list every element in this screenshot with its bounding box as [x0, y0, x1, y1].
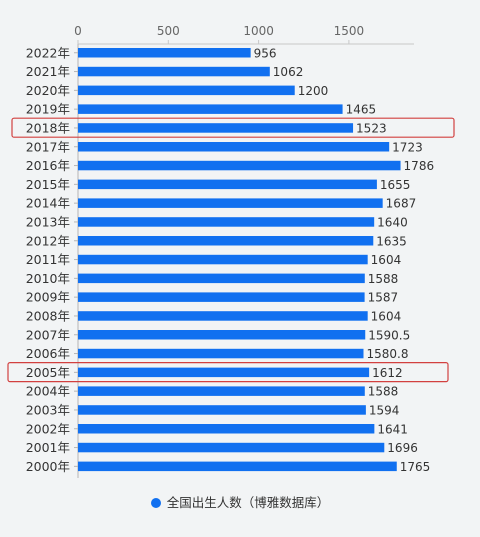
- bar: [78, 367, 370, 378]
- x-tick-label: 0: [74, 24, 82, 38]
- bar-value-label: 1786: [404, 159, 435, 173]
- bar-value-label: 1580.8: [366, 347, 408, 361]
- category-label: 2017年: [26, 139, 70, 154]
- category-label: 2007年: [26, 327, 70, 342]
- bar: [78, 48, 251, 58]
- bar: [78, 273, 365, 284]
- bar-value-label: 1655: [380, 178, 411, 192]
- bar: [78, 85, 295, 96]
- category-label: 2020年: [26, 83, 70, 98]
- category-label: 2021年: [26, 64, 70, 79]
- category-label: 2006年: [26, 346, 70, 361]
- bar-value-label: 1604: [371, 309, 402, 323]
- x-tick-label: 1500: [334, 24, 365, 38]
- bar: [78, 198, 383, 208]
- category-label: 2013年: [26, 214, 70, 229]
- bar: [78, 123, 354, 133]
- highlight-box: [11, 117, 455, 138]
- bar-value-label: 1523: [356, 121, 387, 135]
- category-label: 2009年: [26, 290, 70, 305]
- bar-value-label: 1635: [376, 234, 407, 248]
- bar: [78, 386, 365, 396]
- category-label: 2022年: [26, 45, 70, 60]
- bar: [78, 66, 270, 77]
- bar-value-label: 1588: [368, 385, 399, 399]
- bar-value-label: 1200: [298, 84, 329, 98]
- category-label: 2004年: [26, 384, 70, 399]
- bar: [78, 330, 366, 340]
- category-label: 2015年: [26, 177, 70, 192]
- bar-value-label: 1687: [386, 197, 417, 211]
- category-label: 2005年: [26, 365, 70, 380]
- bar-value-label: 956: [254, 46, 277, 60]
- bar: [78, 142, 390, 152]
- bar: [78, 254, 368, 265]
- x-tick-label: 500: [157, 24, 180, 38]
- bar-value-label: 1594: [369, 403, 400, 417]
- bar-value-label: 1588: [368, 272, 399, 286]
- highlight-box: [7, 362, 449, 383]
- category-label: 2000年: [26, 459, 70, 474]
- category-label: 2001年: [26, 440, 70, 455]
- category-label: 2018年: [26, 120, 70, 135]
- bar-value-label: 1641: [377, 422, 408, 436]
- bar-value-label: 1587: [368, 291, 399, 305]
- legend-label: 全国出生人数（博雅数据库）: [166, 495, 330, 510]
- category-label: 2014年: [26, 196, 70, 211]
- legend[interactable]: 全国出生人数（博雅数据库）: [0, 492, 480, 511]
- bar-value-label: 1765: [400, 460, 431, 474]
- category-label: 2008年: [26, 308, 70, 323]
- bar-value-label: 1062: [273, 65, 304, 79]
- legend-marker: [150, 498, 161, 508]
- bar-value-label: 1604: [371, 253, 402, 267]
- bar: [78, 311, 368, 321]
- category-label: 2019年: [26, 102, 70, 117]
- bar-value-label: 1590.5: [368, 328, 410, 342]
- bar-value-label: 1696: [387, 441, 418, 455]
- category-label: 2012年: [26, 233, 70, 248]
- category-label: 2002年: [26, 421, 70, 436]
- bar-value-label: 1640: [377, 215, 408, 229]
- bar-value-label: 1612: [372, 366, 403, 380]
- bar: [78, 405, 366, 415]
- x-tick-label: 1000: [243, 24, 274, 38]
- bar: [78, 461, 397, 472]
- bar: [78, 160, 401, 171]
- category-label: 2011年: [26, 252, 70, 267]
- category-label: 2016年: [26, 158, 70, 173]
- bar-value-label: 1723: [392, 140, 423, 154]
- bar: [78, 236, 374, 246]
- bar: [78, 292, 365, 302]
- bar: [78, 348, 364, 359]
- bar: [78, 424, 375, 434]
- category-label: 2003年: [26, 402, 70, 417]
- category-label: 2010年: [26, 271, 70, 286]
- bar: [78, 104, 343, 114]
- bar: [78, 217, 375, 227]
- bar-value-label: 1465: [346, 103, 377, 117]
- bar: [78, 442, 385, 453]
- bar: [78, 179, 377, 190]
